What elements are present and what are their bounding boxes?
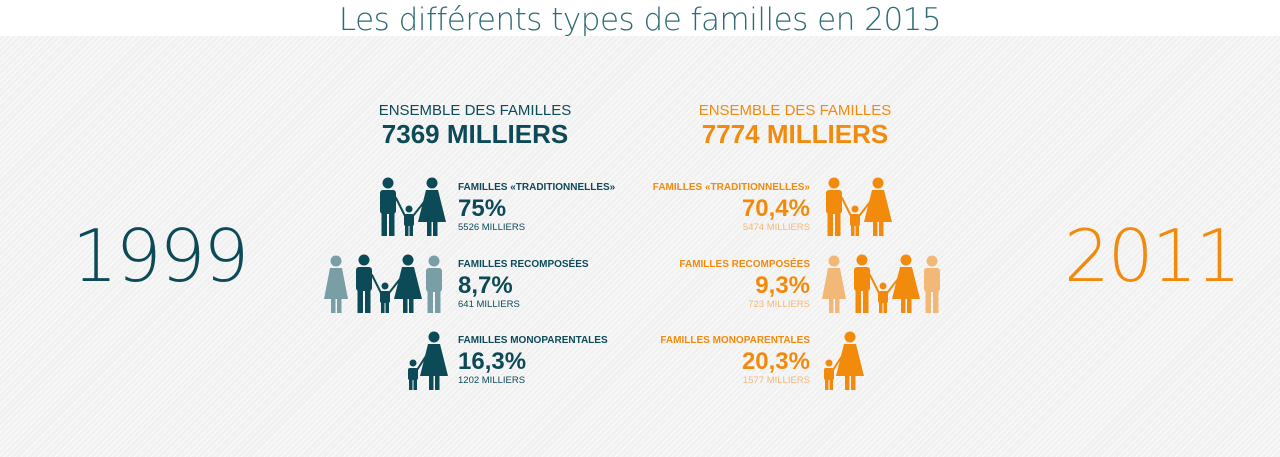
infographic-background [0, 36, 1280, 457]
single-parent-family-icon [406, 330, 448, 392]
blended-family-icon [324, 253, 448, 315]
year-right: 2011 [1064, 214, 1241, 298]
row-percent: 70,4% [741, 195, 810, 222]
row-label: FAMILLES MONOPARENTALES [458, 335, 608, 346]
row-blended-left: FAMILLES RECOMPOSÉES 8,7% 641 MILLIERS [458, 258, 658, 311]
total-label-left: ENSEMBLE DES FAMILLES [378, 102, 572, 119]
row-label: FAMILLES MONOPARENTALES [660, 335, 810, 346]
page-title: Les différents types de familles en 2015 [338, 2, 942, 38]
row-label: FAMILLES RECOMPOSÉES [458, 259, 589, 270]
row-label: FAMILLES «TRADITIONNELLES» [458, 182, 616, 193]
traditional-family-icon [376, 176, 448, 238]
row-percent: 16,3% [458, 348, 527, 375]
row-count: 1202 MILLIERS [458, 375, 526, 386]
row-count: 5526 MILLIERS [458, 222, 526, 233]
row-percent: 75% [458, 195, 507, 222]
total-value-left: 7369 MILLIERS [381, 119, 569, 149]
total-value-right: 7774 MILLIERS [701, 119, 889, 149]
row-blended-right: FAMILLES RECOMPOSÉES 9,3% 723 MILLIERS [610, 258, 810, 311]
single-parent-family-icon [822, 330, 864, 392]
row-percent: 20,3% [741, 348, 810, 375]
row-label: FAMILLES «TRADITIONNELLES» [652, 182, 810, 193]
row-percent: 8,7% [458, 272, 513, 299]
row-percent: 9,3% [755, 272, 810, 299]
row-single-parent-left: FAMILLES MONOPARENTALES 16,3% 1202 MILLI… [458, 334, 658, 387]
total-label-right: ENSEMBLE DES FAMILLES [698, 102, 892, 119]
row-single-parent-right: FAMILLES MONOPARENTALES 20,3% 1577 MILLI… [610, 334, 810, 387]
row-traditional-right: FAMILLES «TRADITIONNELLES» 70,4% 5474 MI… [610, 181, 810, 234]
blended-family-icon [822, 253, 946, 315]
row-traditional-left: FAMILLES «TRADITIONNELLES» 75% 5526 MILL… [458, 181, 658, 234]
row-label: FAMILLES RECOMPOSÉES [679, 259, 810, 270]
row-count: 1577 MILLIERS [742, 375, 810, 386]
row-count: 723 MILLIERS [748, 299, 810, 310]
traditional-family-icon [822, 176, 894, 238]
year-left: 1999 [72, 214, 249, 298]
row-count: 5474 MILLIERS [742, 222, 810, 233]
row-count: 641 MILLIERS [458, 299, 520, 310]
